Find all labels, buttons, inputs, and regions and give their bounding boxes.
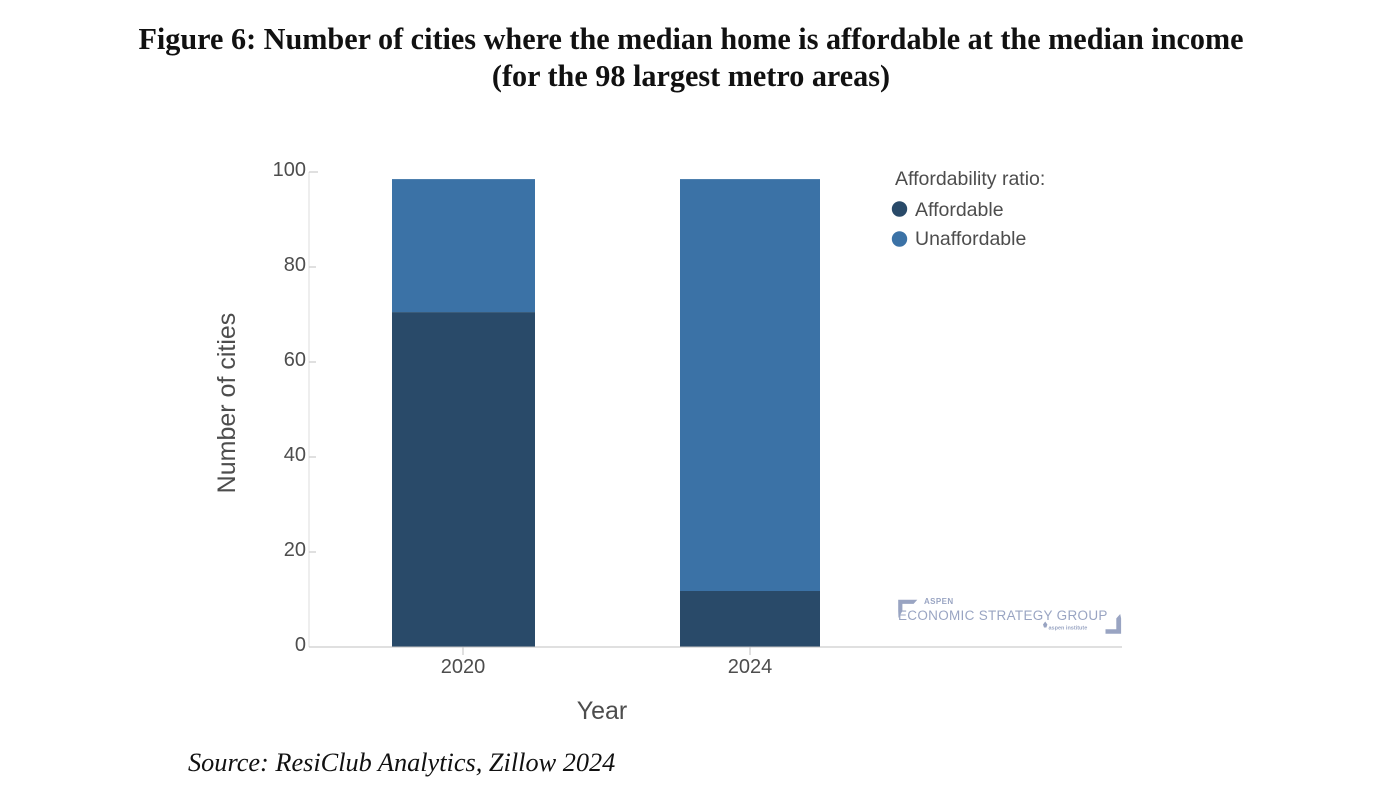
svg-text:60: 60 bbox=[284, 349, 306, 371]
svg-text:Affordable: Affordable bbox=[915, 199, 1004, 221]
svg-text:2024: 2024 bbox=[728, 656, 773, 678]
svg-text:100: 100 bbox=[273, 159, 306, 181]
svg-text:Affordability ratio:: Affordability ratio: bbox=[895, 168, 1045, 190]
svg-text:40: 40 bbox=[284, 444, 306, 466]
svg-text:2020: 2020 bbox=[441, 656, 486, 678]
svg-text:ECONOMIC STRATEGY GROUP: ECONOMIC STRATEGY GROUP bbox=[898, 608, 1108, 623]
svg-text:20: 20 bbox=[284, 539, 306, 561]
svg-text:Number of cities: Number of cities bbox=[213, 313, 241, 494]
svg-text:ASPEN: ASPEN bbox=[924, 597, 954, 606]
svg-text:0: 0 bbox=[295, 634, 306, 656]
svg-text:Unaffordable: Unaffordable bbox=[915, 228, 1026, 250]
svg-text:Year: Year bbox=[577, 697, 628, 725]
svg-text:aspen institute: aspen institute bbox=[1049, 626, 1088, 632]
svg-text:80: 80 bbox=[284, 254, 306, 276]
